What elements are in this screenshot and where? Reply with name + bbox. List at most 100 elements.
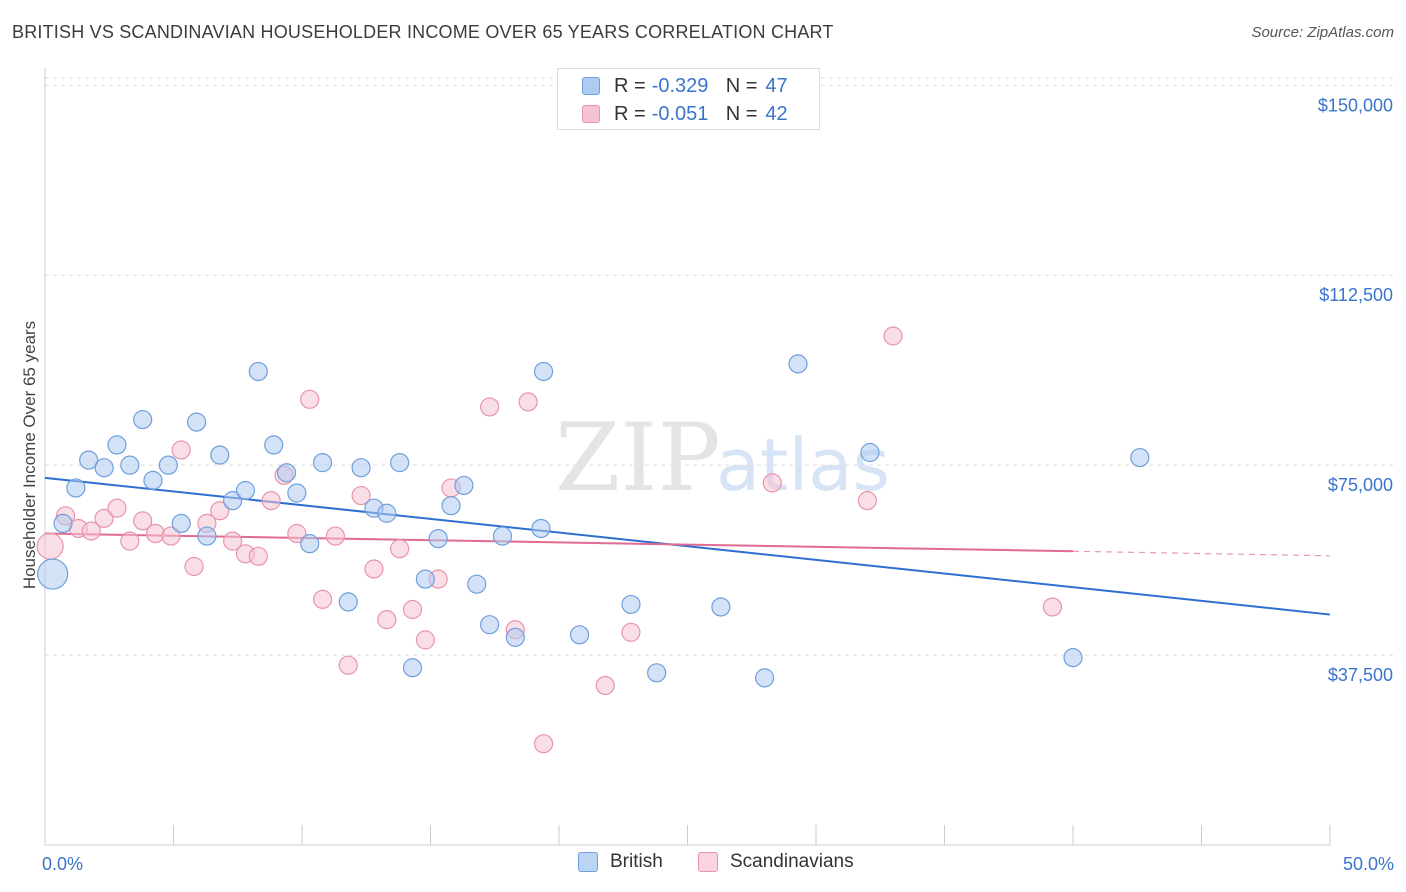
x-tick-label-min: 0.0% [42,854,83,874]
legend-n-scandinavians: 42 [765,102,788,125]
scandinavian-point [621,622,641,642]
scandinavian-point [120,531,140,551]
source-label: Source: ZipAtlas.com [1251,24,1394,41]
scandinavian-point [300,389,320,409]
british-point [338,592,358,612]
scandinavian-point [883,326,903,346]
legend-row-british: R = -0.329 N = 47 [582,73,788,99]
legend-n-label: N = [725,74,758,97]
british-point [94,458,114,478]
british-point [107,435,127,455]
british-point [454,475,474,496]
british-point [480,615,500,635]
grid-lines [45,77,1395,656]
scandinavian-point [223,531,243,551]
series-swatch-scandinavians [698,852,718,872]
scandinavian-point [81,521,101,541]
watermark-atlas: atlas [716,423,890,507]
y-tick-label: $75,000 [1328,475,1393,495]
british-point [312,453,333,473]
british-point [210,445,230,465]
scandinavian-point [364,559,384,579]
british-point [711,597,731,617]
stats-legend: R = -0.329 N = 47 R = -0.051 N = 42 [557,68,820,130]
british-trend-line [44,476,1331,616]
british-point [276,463,297,483]
british-point [492,526,513,546]
british-point [441,496,461,516]
british-point [621,594,641,615]
scandinavian-point [94,508,114,528]
british-point [158,455,178,475]
scandinavian-point [857,491,878,511]
british-point [415,569,435,589]
tick-labels: $37,500 $75,000 $112,500 $150,000 0.0% 50.0% [42,95,1394,874]
scandinavian-point [133,511,153,531]
british-point [235,480,256,501]
british-point [788,354,808,374]
y-tick-label: $150,000 [1318,95,1393,115]
scandinavian-point [184,556,204,577]
british-point [79,450,99,470]
series-label-british: British [610,851,663,872]
british-point [53,513,73,534]
british-point [66,478,86,498]
legend-row-scandinavians: R = -0.051 N = 42 [582,101,788,127]
legend-n-british: 47 [765,74,788,97]
y-tick-label: $112,500 [1319,285,1393,305]
series-legend-british[interactable]: British [578,851,663,873]
british-point [569,625,590,645]
scandinavian-point [762,473,782,493]
scandinavian-point [325,526,346,546]
british-point [533,361,554,382]
british-point [264,435,284,455]
british-point [390,453,410,473]
scandinavian-point [518,392,538,412]
series-swatch-british [578,852,598,872]
british-point [143,470,163,490]
scandinavian-point [402,599,423,620]
scandinavian-trend-extension [1072,550,1331,557]
scandinavian-point [595,675,615,696]
y-axis-label: Householder Income Over 65 years [20,321,39,589]
y-tick-label: $37,500 [1328,665,1393,685]
british-point [300,534,320,554]
scandinavian-point [351,485,371,506]
british-point [754,668,775,688]
legend-r-label: R = [614,74,646,97]
scandinavian-point [107,498,127,518]
british-point [1063,648,1083,668]
scandinavian-point [287,523,307,544]
chart-title: BRITISH VS SCANDINAVIAN HOUSEHOLDER INCO… [12,22,834,42]
british-point [1130,447,1150,468]
series-label-scandinavians: Scandinavians [730,851,854,872]
x-tick-label-max: 50.0% [1343,854,1394,874]
scandinavian-point [377,610,397,630]
legend-swatch-scandinavians [582,105,600,123]
british-point [248,361,268,382]
british-point [860,442,880,463]
british-point [197,526,217,546]
scandinavian-point [480,397,500,417]
british-point [133,409,153,430]
british-point [428,528,448,549]
watermark: ZIP atlas [555,404,890,513]
legend-swatch-british [582,77,600,95]
scandinavian-point [1042,597,1063,617]
british-point [120,455,140,475]
series-legend-scandinavians[interactable]: Scandinavians [698,851,854,873]
legend-r-scandinavians: -0.051 [651,102,709,125]
scandinavian-point [533,734,554,754]
british-point [402,658,423,678]
scandinavian-point [161,526,181,546]
british-point [531,518,551,539]
british-point [467,574,487,594]
legend-n-label: N = [725,102,758,125]
scandinavian-point [248,546,268,566]
british-point [377,503,397,523]
series-legend: British Scandinavians [0,851,1406,877]
british-point [287,483,307,503]
british-point [647,663,667,683]
legend-r-british: -0.329 [651,74,709,97]
